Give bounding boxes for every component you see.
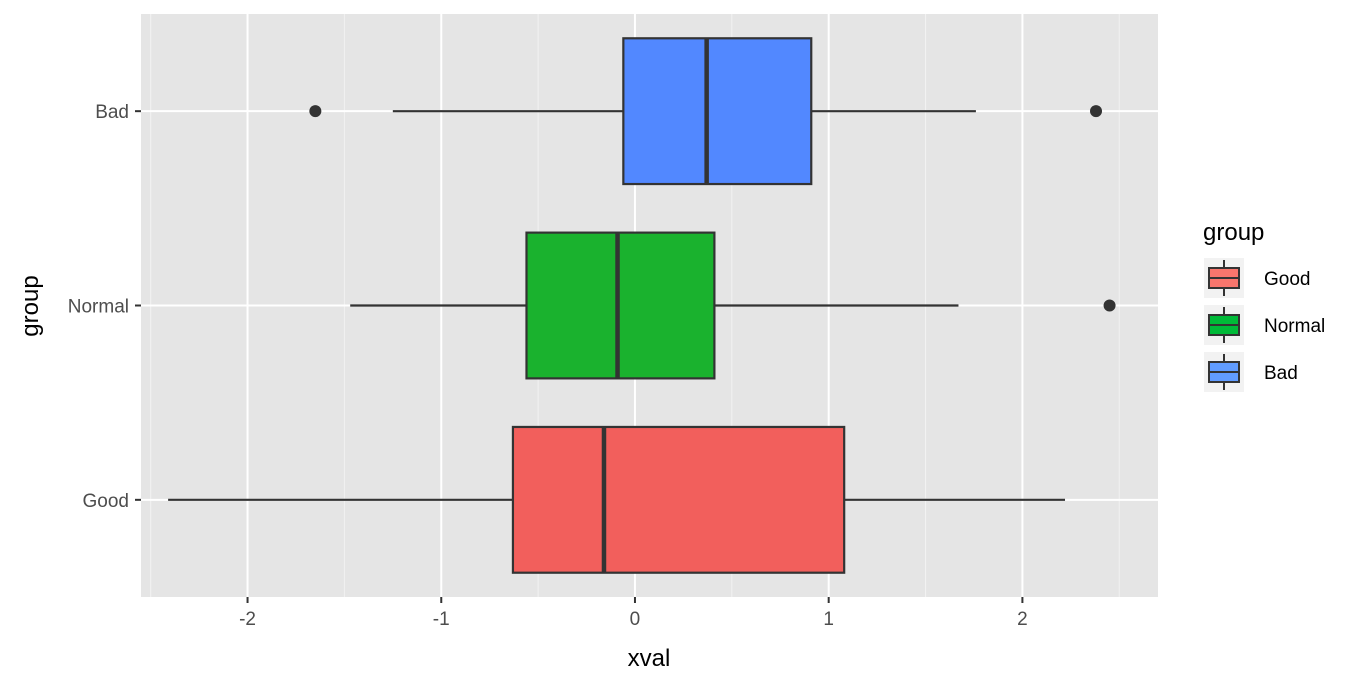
legend-title: group (1203, 219, 1264, 246)
legend-keys: Good Normal Bad (1204, 258, 1325, 392)
legend-label: Normal (1264, 316, 1325, 337)
box-normal (350, 231, 1116, 380)
box-good (168, 425, 1066, 574)
legend-label: Good (1264, 269, 1310, 290)
legend-label: Bad (1264, 363, 1298, 384)
axes-layer: -2 -1 0 1 2 Good Normal Bad (68, 102, 1028, 630)
outlier-point (1090, 105, 1103, 118)
x-tick-label: -1 (433, 609, 450, 630)
box-bad (309, 37, 1103, 186)
outlier-point (1103, 299, 1116, 312)
y-tick-label: Normal (68, 297, 129, 318)
box-iqr (511, 425, 846, 574)
outlier-point (309, 105, 322, 118)
x-axis-title: xval (628, 645, 671, 672)
legend: group Good Normal Bad (1203, 219, 1325, 392)
box-iqr (525, 231, 716, 380)
legend-item-bad: Bad (1204, 352, 1298, 392)
x-tick-label: 2 (1017, 609, 1028, 630)
legend-item-normal: Normal (1204, 305, 1325, 345)
x-tick-label: 0 (630, 609, 641, 630)
x-tick-label: -2 (239, 609, 256, 630)
boxes-layer (168, 37, 1116, 574)
y-tick-label: Bad (95, 102, 129, 123)
x-tick-label: 1 (823, 609, 834, 630)
legend-item-good: Good (1204, 258, 1310, 298)
y-tick-label: Good (83, 491, 129, 512)
box-iqr (622, 37, 813, 186)
y-axis-title: group (17, 275, 44, 336)
